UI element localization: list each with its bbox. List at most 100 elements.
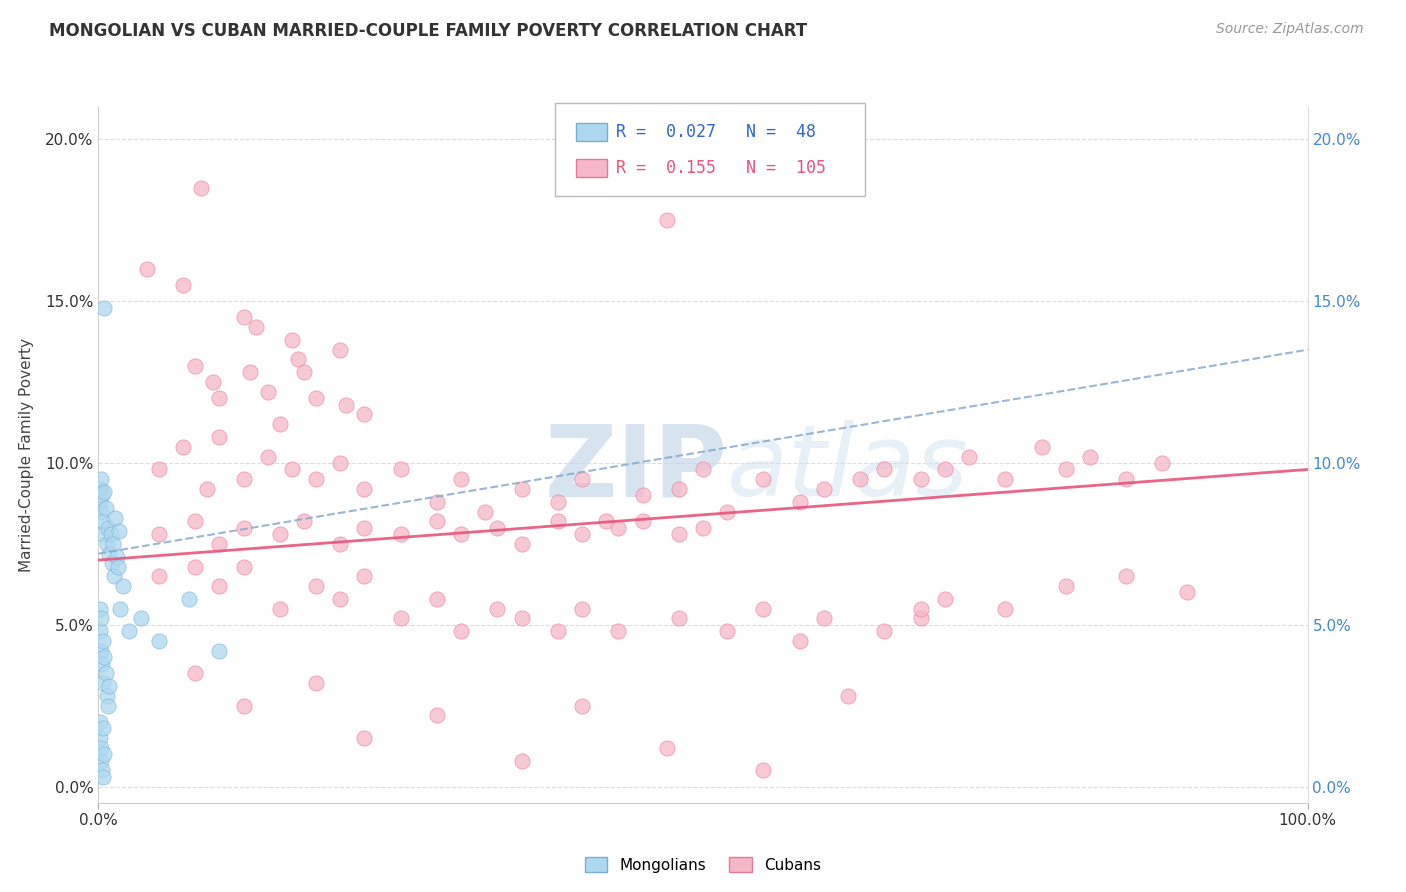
- Point: [91, 770, 114, 784]
- Point: [426, 495, 449, 509]
- Point: [668, 611, 690, 625]
- Point: [208, 430, 231, 444]
- Point: [329, 343, 352, 357]
- Point: [172, 278, 194, 293]
- Text: Source: ZipAtlas.com: Source: ZipAtlas.com: [1216, 22, 1364, 37]
- Point: [256, 450, 278, 464]
- Point: [269, 527, 291, 541]
- Point: [281, 333, 304, 347]
- Point: [98, 547, 121, 561]
- Point: [232, 310, 254, 325]
- Point: [292, 365, 315, 379]
- Point: [1115, 472, 1137, 486]
- Text: R =  0.027   N =  48: R = 0.027 N = 48: [616, 123, 815, 141]
- Point: [510, 611, 533, 625]
- Point: [716, 624, 738, 639]
- Point: [1054, 579, 1077, 593]
- Point: [668, 482, 690, 496]
- Point: [789, 634, 811, 648]
- Text: ZIP: ZIP: [544, 420, 727, 517]
- Point: [97, 698, 120, 713]
- Point: [910, 611, 932, 625]
- Point: [239, 365, 262, 379]
- Point: [547, 495, 569, 509]
- Point: [426, 591, 449, 606]
- Point: [789, 495, 811, 509]
- Point: [873, 462, 896, 476]
- Point: [94, 666, 117, 681]
- Point: [148, 462, 170, 476]
- Point: [353, 521, 375, 535]
- Point: [195, 482, 218, 496]
- Point: [426, 708, 449, 723]
- Point: [353, 731, 375, 745]
- Point: [208, 537, 231, 551]
- Point: [305, 472, 328, 486]
- Point: [595, 514, 617, 528]
- Point: [129, 611, 152, 625]
- Point: [91, 527, 114, 541]
- Point: [89, 495, 111, 509]
- Point: [752, 601, 775, 615]
- Point: [93, 747, 115, 762]
- Point: [256, 384, 278, 399]
- Point: [474, 504, 496, 518]
- Legend: Mongolians, Cubans: Mongolians, Cubans: [578, 850, 828, 879]
- Point: [98, 679, 121, 693]
- Point: [89, 731, 111, 745]
- Point: [101, 537, 124, 551]
- Point: [692, 521, 714, 535]
- Point: [305, 579, 328, 593]
- Point: [96, 537, 118, 551]
- Point: [89, 714, 111, 729]
- Point: [486, 521, 509, 535]
- Point: [232, 698, 254, 713]
- Point: [172, 440, 194, 454]
- Point: [208, 643, 231, 657]
- Point: [510, 754, 533, 768]
- Point: [934, 591, 956, 606]
- Point: [849, 472, 872, 486]
- Point: [89, 601, 111, 615]
- Point: [873, 624, 896, 639]
- Point: [118, 624, 141, 639]
- Point: [353, 482, 375, 496]
- Point: [104, 511, 127, 525]
- Point: [111, 579, 134, 593]
- Point: [329, 537, 352, 551]
- Point: [108, 524, 131, 538]
- Point: [91, 764, 114, 778]
- Point: [232, 521, 254, 535]
- Point: [103, 569, 125, 583]
- Point: [547, 514, 569, 528]
- Point: [100, 527, 122, 541]
- Point: [190, 181, 212, 195]
- Point: [232, 472, 254, 486]
- Point: [292, 514, 315, 528]
- Point: [837, 689, 859, 703]
- Point: [91, 657, 114, 671]
- Point: [232, 559, 254, 574]
- Y-axis label: Married-Couple Family Poverty: Married-Couple Family Poverty: [20, 338, 34, 572]
- Point: [184, 359, 207, 373]
- Point: [1175, 585, 1198, 599]
- Point: [668, 527, 690, 541]
- Point: [1115, 569, 1137, 583]
- Point: [389, 527, 412, 541]
- Point: [96, 689, 118, 703]
- Point: [547, 624, 569, 639]
- Point: [208, 392, 231, 406]
- Point: [692, 462, 714, 476]
- Point: [89, 482, 111, 496]
- Point: [510, 537, 533, 551]
- Point: [287, 352, 309, 367]
- Point: [486, 601, 509, 615]
- Point: [91, 722, 114, 736]
- Point: [90, 504, 112, 518]
- Point: [107, 559, 129, 574]
- Point: [90, 754, 112, 768]
- Point: [752, 472, 775, 486]
- Point: [91, 676, 114, 690]
- Point: [184, 559, 207, 574]
- Point: [208, 579, 231, 593]
